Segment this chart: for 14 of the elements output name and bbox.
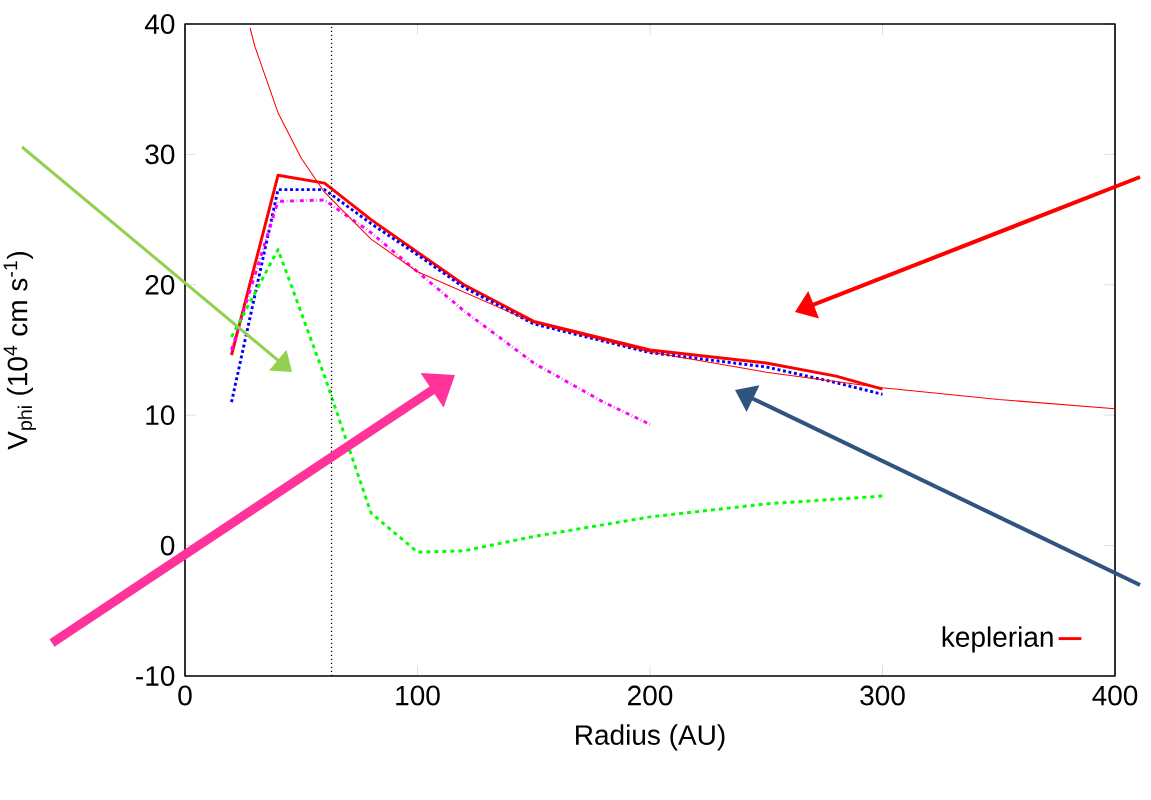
x-tick-label: 200 [628,685,673,706]
x-tick-label: 100 [396,685,440,706]
y-tick-label: 20 [145,274,175,295]
legend-label: keplerian [942,626,1053,653]
y-axis-title: V$_{phi}$ (10$^{4}$ cm s$^{-1}$) [3,251,36,450]
y-tick-label: 40 [144,14,175,34]
x-tick-label: 300 [860,685,905,706]
x-axis-title: Radius (AU) [576,724,725,751]
y-tick-label: 10 [146,405,175,426]
x-tick-label: 400 [1092,685,1138,706]
y-tick-label: -10 [136,666,175,686]
y-tick-label: 0 [160,535,175,556]
x-tick-label: 0 [178,685,192,706]
y-tick-label: 30 [145,144,175,165]
